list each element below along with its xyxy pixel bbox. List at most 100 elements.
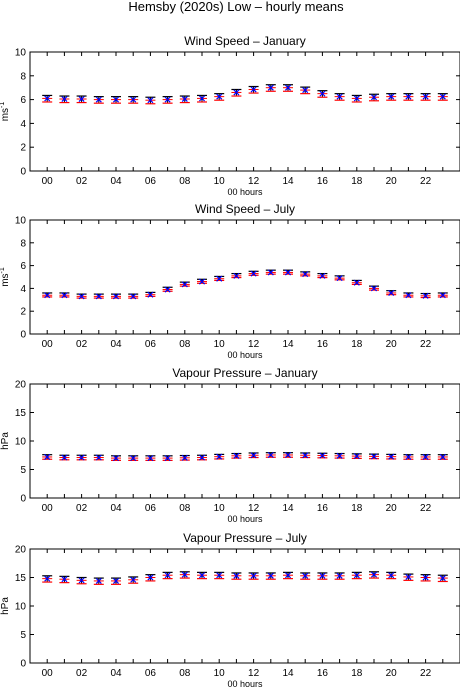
y-tick-label: 15 (15, 573, 27, 584)
mean-marker (267, 269, 274, 276)
y-axis-label-text: hPa (0, 597, 11, 615)
x-tick-label: 14 (282, 176, 294, 187)
mean-marker (353, 95, 360, 102)
x-tick-label: 18 (351, 668, 363, 679)
x-tick-label: 22 (420, 339, 432, 350)
mean-marker (250, 270, 257, 277)
y-axis-label: ms-1 (0, 267, 11, 287)
x-tick-label: 02 (76, 503, 88, 514)
x-tick-label: 18 (351, 503, 363, 514)
mean-marker (388, 572, 395, 579)
x-tick-label: 06 (145, 503, 157, 514)
mean-marker (388, 93, 395, 100)
x-tick-label: 04 (110, 339, 122, 350)
y-tick-label: 6 (20, 261, 26, 272)
mean-marker (95, 293, 102, 300)
mean-marker (370, 453, 378, 460)
mean-marker (370, 571, 378, 578)
mean-marker (112, 455, 120, 462)
mean-marker (78, 454, 85, 461)
mean-marker (44, 575, 51, 582)
mean-marker (233, 89, 240, 96)
x-tick-label: 08 (179, 339, 191, 350)
mean-marker (284, 269, 292, 276)
plot-area (29, 219, 460, 335)
x-tick-label: 16 (317, 503, 329, 514)
mean-marker (422, 292, 429, 299)
y-axis-label-superscript: -1 (0, 102, 6, 108)
x-tick-label: 08 (179, 176, 191, 187)
x-tick-label: 20 (386, 176, 398, 187)
mean-marker (422, 453, 429, 460)
mean-marker (112, 293, 120, 300)
mean-marker (61, 95, 68, 103)
y-tick-label: 2 (20, 143, 26, 154)
x-tick-label: 22 (420, 503, 432, 514)
plot-area (29, 383, 460, 499)
mean-marker (284, 451, 292, 458)
x-tick-label: 06 (145, 668, 157, 679)
mean-marker (198, 572, 206, 579)
y-tick-label: 0 (20, 494, 26, 505)
mean-marker (336, 93, 343, 100)
x-tick-label: 10 (214, 339, 226, 350)
x-tick-label: 12 (248, 339, 260, 350)
x-tick-label: 02 (76, 339, 88, 350)
mean-marker (422, 574, 429, 581)
mean-marker (233, 452, 240, 459)
x-tick-label: 02 (76, 176, 88, 187)
x-tick-label: 16 (317, 176, 329, 187)
chart-panel-4: Vapour Pressure – July 0 5 10 15 20 00 02 04 06 08… (0, 531, 460, 689)
mean-marker (164, 455, 171, 462)
mean-marker (198, 454, 206, 461)
x-tick-label: 04 (110, 176, 122, 187)
y-tick-label: 4 (20, 284, 26, 295)
y-axis-label-superscript: -1 (0, 267, 6, 273)
mean-marker (61, 292, 68, 299)
mean-marker (267, 84, 274, 91)
mean-marker (405, 573, 412, 580)
panel-title: Wind Speed – January (184, 34, 305, 48)
mean-marker (233, 272, 240, 279)
x-tick-label: 06 (145, 176, 157, 187)
y-tick-label: 15 (15, 408, 27, 419)
x-axis-label: 00 hours (227, 187, 263, 197)
mean-marker (319, 572, 326, 579)
mean-marker (267, 572, 274, 579)
mean-marker (405, 453, 412, 460)
x-tick-label: 12 (248, 503, 260, 514)
mean-marker (95, 96, 102, 103)
panel-title: Vapour Pressure – July (183, 531, 307, 545)
y-tick-label: 0 (20, 330, 26, 341)
mean-marker (147, 455, 154, 462)
mean-marker (147, 291, 154, 298)
y-tick-label: 5 (20, 465, 26, 476)
chart-panel-3: Vapour Pressure – January 0 5 10 15 20 00 02 04 0… (0, 366, 460, 524)
mean-marker (284, 84, 292, 91)
mean-marker (302, 572, 309, 579)
x-tick-label: 22 (420, 176, 432, 187)
x-tick-label: 00 (42, 503, 54, 514)
mean-marker (353, 279, 360, 286)
mean-marker (267, 451, 274, 458)
mean-marker (95, 454, 102, 461)
y-tick-label: 8 (20, 238, 26, 249)
y-tick-label: 10 (15, 216, 27, 227)
mean-marker (439, 575, 446, 582)
y-tick-label: 20 (15, 380, 27, 391)
mean-marker (302, 452, 309, 459)
mean-marker (353, 453, 360, 460)
y-axis-label-text: ms (0, 273, 11, 286)
mean-marker (130, 96, 137, 103)
mean-marker (164, 572, 171, 579)
y-tick-label: 8 (20, 71, 26, 82)
y-tick-label: 0 (20, 167, 26, 178)
y-tick-label: 10 (15, 48, 27, 59)
mean-marker (302, 87, 309, 94)
mean-marker (370, 285, 378, 292)
y-tick-label: 2 (20, 307, 26, 318)
mean-marker (250, 572, 257, 579)
mean-marker (284, 572, 292, 579)
